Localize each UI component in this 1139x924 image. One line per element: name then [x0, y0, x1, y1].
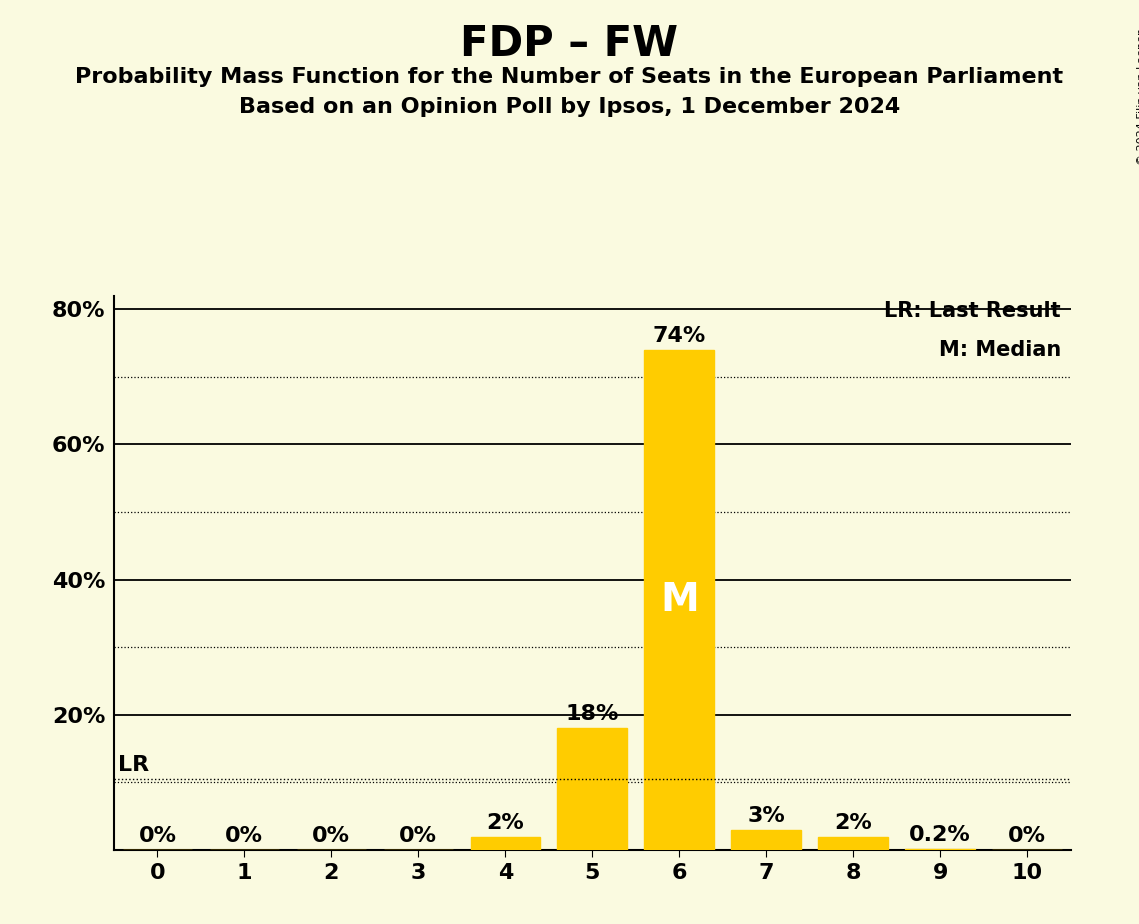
- Bar: [557, 728, 628, 850]
- Text: M: M: [659, 581, 698, 619]
- Bar: [731, 830, 801, 850]
- Text: 2%: 2%: [486, 812, 524, 833]
- Text: FDP – FW: FDP – FW: [460, 23, 679, 65]
- Text: 2%: 2%: [835, 812, 872, 833]
- Bar: [645, 350, 714, 850]
- Text: 0%: 0%: [139, 826, 177, 846]
- Text: 0.2%: 0.2%: [909, 825, 972, 845]
- Text: Probability Mass Function for the Number of Seats in the European Parliament: Probability Mass Function for the Number…: [75, 67, 1064, 87]
- Text: 3%: 3%: [747, 806, 785, 826]
- Text: M: Median: M: Median: [939, 340, 1062, 360]
- Text: 18%: 18%: [566, 704, 618, 724]
- Text: Based on an Opinion Poll by Ipsos, 1 December 2024: Based on an Opinion Poll by Ipsos, 1 Dec…: [239, 97, 900, 117]
- Text: LR: Last Result: LR: Last Result: [885, 301, 1062, 322]
- Text: LR: LR: [118, 755, 149, 775]
- Text: 0%: 0%: [1008, 826, 1046, 846]
- Text: 0%: 0%: [400, 826, 437, 846]
- Bar: [906, 849, 975, 850]
- Text: 74%: 74%: [653, 326, 706, 346]
- Text: © 2024 Filip van Laenen: © 2024 Filip van Laenen: [1137, 28, 1139, 164]
- Text: 0%: 0%: [312, 826, 351, 846]
- Bar: [819, 836, 888, 850]
- Text: 0%: 0%: [226, 826, 263, 846]
- Bar: [470, 836, 540, 850]
